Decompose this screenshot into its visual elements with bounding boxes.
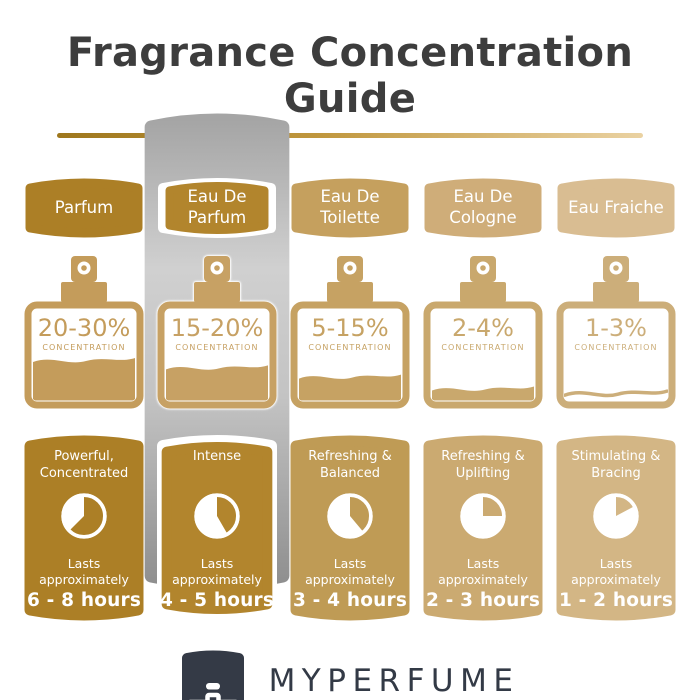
column-header-label: Eau De Parfum: [187, 187, 247, 227]
concentration-value: 20-30%: [37, 314, 131, 342]
concentration-caption: CONCENTRATION: [574, 343, 658, 353]
clock-icon: [61, 493, 107, 539]
fragrance-column: Eau Fraiche 1-3% CONCENTRATION: [556, 176, 676, 624]
duration-value: 1 - 2 hours: [558, 590, 674, 611]
fragrance-column: Eau De Toilette 5-15% CONCENTRATION: [290, 176, 410, 624]
column-header: Eau Fraiche: [557, 176, 675, 240]
title-underline-divider: [57, 133, 643, 138]
duration-value: 6 - 8 hours: [26, 590, 142, 611]
brand-footer: MYPERFUME SHOP: [0, 650, 700, 700]
spray-bottle-icon: 1-3% CONCENTRATION: [556, 255, 676, 409]
concentration-value: 1-3%: [584, 314, 647, 342]
column-header: Eau De Toilette: [291, 176, 409, 240]
concentration-value: 5-15%: [311, 314, 389, 342]
concentration-caption: CONCENTRATION: [175, 343, 259, 353]
liquid-fill: [33, 358, 135, 401]
lasts-label: Lasts approximately: [438, 556, 528, 587]
duration-card: Intense Lasts approximately 4 - 5 hours: [157, 432, 277, 624]
column-header: Parfum: [25, 176, 143, 240]
duration-card: Refreshing & Balanced Lasts approximatel…: [290, 432, 410, 624]
fragrance-column: Parfum 20-30% CONCENTRATION: [24, 176, 144, 624]
lasts-label: Lasts approximately: [172, 556, 262, 587]
liquid-fill: [166, 365, 268, 401]
lasts-label: Lasts approximately: [571, 556, 661, 587]
spray-bottle-icon: 15-20% CONCENTRATION: [157, 255, 277, 409]
concentration-caption: CONCENTRATION: [308, 343, 392, 353]
spray-bottle-icon: 2-4% CONCENTRATION: [423, 255, 543, 409]
page-title: Fragrance Concentration Guide: [66, 30, 634, 122]
concentration-value: 2-4%: [451, 314, 514, 342]
liquid-fill: [432, 386, 534, 401]
spray-bottle-icon: 20-30% CONCENTRATION: [24, 255, 144, 409]
liquid-fill: [299, 374, 401, 401]
column-header-label: Eau Fraiche: [568, 197, 664, 217]
clock-icon: [194, 493, 240, 539]
duration-value: 2 - 3 hours: [425, 590, 541, 611]
column-header: Eau De Parfum: [158, 176, 276, 240]
column-header-label: Eau De Cologne: [449, 187, 517, 227]
fragrance-column: Eau De Cologne 2-4% CONCENTRATION: [423, 176, 543, 624]
column-header-label: Eau De Toilette: [320, 187, 380, 227]
scent-quality-label: Refreshing & Balanced: [308, 449, 392, 482]
concentration-caption: CONCENTRATION: [42, 343, 126, 353]
liquid-fill: [564, 389, 668, 398]
clock-icon: [460, 493, 506, 539]
fragrance-columns-grid: Parfum 20-30% CONCENTRATION: [0, 176, 700, 624]
clock-icon: [327, 493, 373, 539]
duration-card: Powerful, Concentrated Lasts approximate…: [24, 432, 144, 624]
brand-wordmark: MYPERFUME: [268, 663, 520, 699]
scent-quality-label: Stimulating & Bracing: [571, 449, 661, 482]
concentration-value: 15-20%: [170, 314, 264, 342]
column-header-label: Parfum: [54, 197, 114, 217]
perfume-shop-logo-icon: [181, 650, 244, 700]
scent-quality-label: Powerful, Concentrated: [39, 449, 129, 482]
lasts-label: Lasts approximately: [305, 556, 395, 587]
duration-card: Refreshing & Uplifting Lasts approximate…: [423, 432, 543, 624]
clock-icon: [593, 493, 639, 539]
duration-value: 4 - 5 hours: [159, 590, 275, 611]
scent-quality-label: Refreshing & Uplifting: [441, 449, 525, 482]
lasts-label: Lasts approximately: [39, 556, 129, 587]
scent-quality-label: Intense: [192, 449, 242, 464]
duration-card: Stimulating & Bracing Lasts approximatel…: [556, 432, 676, 624]
fragrance-column: Eau De Parfum 15-20% CONCENTRATION: [157, 176, 277, 624]
concentration-caption: CONCENTRATION: [441, 343, 525, 353]
spray-bottle-icon: 5-15% CONCENTRATION: [290, 255, 410, 409]
column-header: Eau De Cologne: [424, 176, 542, 240]
duration-value: 3 - 4 hours: [292, 590, 408, 611]
